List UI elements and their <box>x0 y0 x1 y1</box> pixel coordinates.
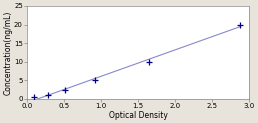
Point <box>46 94 50 96</box>
Y-axis label: Concentration(ng/mL): Concentration(ng/mL) <box>3 10 12 95</box>
X-axis label: Optical Density: Optical Density <box>109 111 167 120</box>
Point <box>93 79 97 81</box>
Point <box>238 24 242 26</box>
Point <box>147 61 151 63</box>
Point <box>63 89 67 91</box>
Point <box>32 96 36 98</box>
